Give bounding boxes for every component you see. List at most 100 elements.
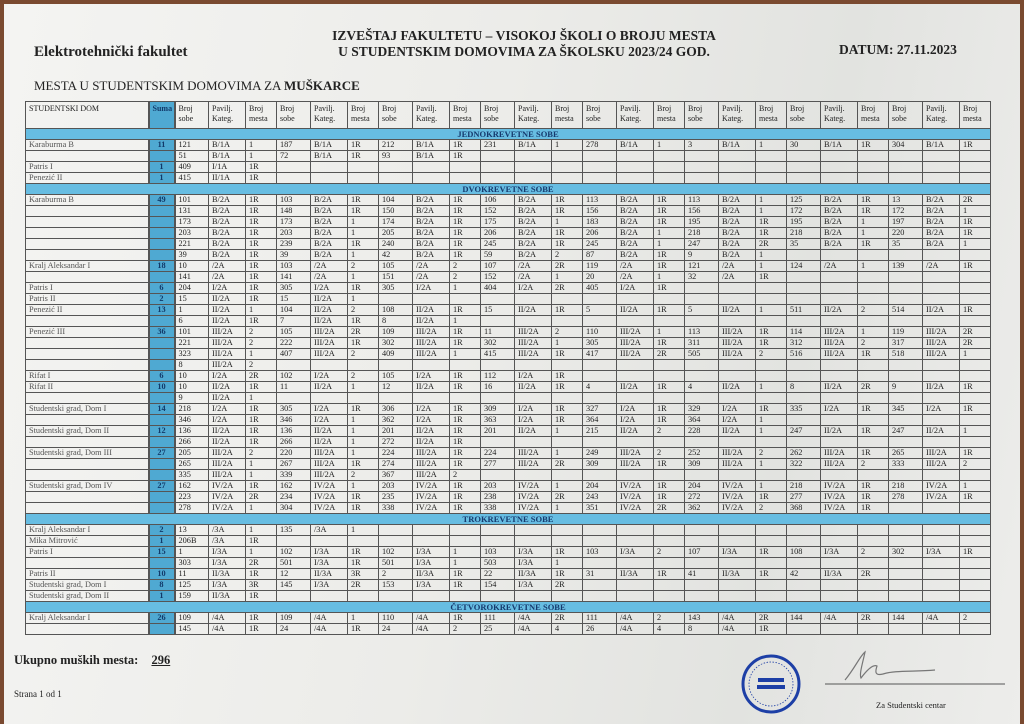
dorm-sum: 6 [147,282,176,294]
room-category: I/3A [208,557,246,569]
room-category [922,161,960,173]
room-beds [653,315,685,327]
dorm-name: Studentski grad, Dom IV [25,480,149,492]
room-number: 351 [582,502,617,514]
room-number: 503 [480,557,515,569]
room-category [310,590,348,602]
room-category: B/2A [310,238,348,250]
room-category: B/2A [412,238,450,250]
room-number [276,590,311,602]
room-category: III/2A [718,458,756,470]
dorm-sum: 8 [147,579,176,591]
room-beds [959,590,991,602]
room-category: IV/2A [820,502,858,514]
room-number: 518 [888,348,923,360]
room-beds: 1 [959,425,991,437]
room-category: II/3A [616,568,654,580]
room-category: I/2A [412,370,450,382]
room-beds [755,535,787,547]
room-beds: 2R [551,491,583,503]
room-category [922,524,960,536]
room-category [514,293,552,305]
room-category: I/2A [514,414,552,426]
dorm-name: Patris II [25,568,149,580]
room-number: 110 [582,326,617,338]
room-beds [959,579,991,591]
room-number [480,524,515,536]
room-category: B/2A [412,227,450,239]
room-category: B/2A [514,249,552,261]
room-category: IV/2A [718,480,756,492]
room-beds [755,172,787,184]
dorm-sum: 10 [147,381,176,393]
room-category: III/2A [616,458,654,470]
dorm-name: Mika Mitrović [25,535,149,547]
room-beds: 1R [347,502,379,514]
room-number: 24 [276,623,311,635]
room-category: B/2A [820,227,858,239]
room-category: IV/2A [208,491,246,503]
room-beds [857,172,889,184]
dorm-name: Karaburma B [25,139,149,151]
table-row: 9 II/2A 1 [25,392,991,404]
dorm-name [25,491,149,503]
room-beds: 1R [653,282,685,294]
room-beds [755,590,787,602]
room-beds: 1R [449,381,481,393]
room-category: /2A [616,260,654,272]
dorm-sum [147,414,176,426]
table-row: Studentski grad, Dom II 12 136 II/2A 1R 136 II… [25,425,991,437]
room-category: III/2A [616,326,654,338]
room-number: 201 [480,425,515,437]
room-category: II/2A [514,304,552,316]
room-number: 223 [174,491,209,503]
room-beds [959,502,991,514]
room-number [888,469,923,481]
dorm-sum [147,249,176,261]
room-beds: 2 [449,469,481,481]
room-number [480,161,515,173]
room-category: B/1A [820,139,858,151]
room-number: 329 [684,403,719,415]
room-beds: 1 [245,348,277,360]
room-category: III/2A [310,348,348,360]
table-row: Patris I 1 409 I/1A 1R [25,161,991,173]
table-row: 39 B/2A 1R 39 B/2A 1 42 B/2A 1R 59 B/2A 2 87 B/2A 1R 9 B… [25,249,991,261]
room-beds: 1R [857,491,889,503]
room-category: B/2A [718,238,756,250]
room-beds: 1R [245,535,277,547]
header-room: Broj sobe [684,101,719,129]
room-beds: 2 [449,623,481,635]
room-beds: 1R [245,568,277,580]
room-beds [347,535,379,547]
room-beds: 1R [653,480,685,492]
room-category: IV/2A [922,480,960,492]
room-category: II/2A [616,381,654,393]
room-category [412,172,450,184]
page-number: Strana 1 od 1 [14,689,62,699]
room-beds: 1 [653,139,685,151]
room-category: /4A [208,612,246,624]
room-beds: 1R [959,227,991,239]
room-number [786,392,821,404]
room-beds [755,293,787,305]
room-beds [959,359,991,371]
room-beds: 1R [959,216,991,228]
room-beds: 1R [551,568,583,580]
room-category [718,150,756,162]
room-category: I/3A [820,546,858,558]
room-beds [857,579,889,591]
room-beds [857,623,889,635]
dorm-sum: 18 [147,260,176,272]
room-category: III/2A [718,337,756,349]
room-beds: 1R [245,590,277,602]
room-number: 59 [480,249,515,261]
room-beds: 1 [653,238,685,250]
room-number: 151 [378,271,413,283]
room-category [718,359,756,371]
dorm-name: Penezić II [25,304,149,316]
room-category: B/1A [310,139,348,151]
room-beds: 1R [959,447,991,459]
room-number: 12 [276,568,311,580]
room-number: 101 [174,194,209,206]
